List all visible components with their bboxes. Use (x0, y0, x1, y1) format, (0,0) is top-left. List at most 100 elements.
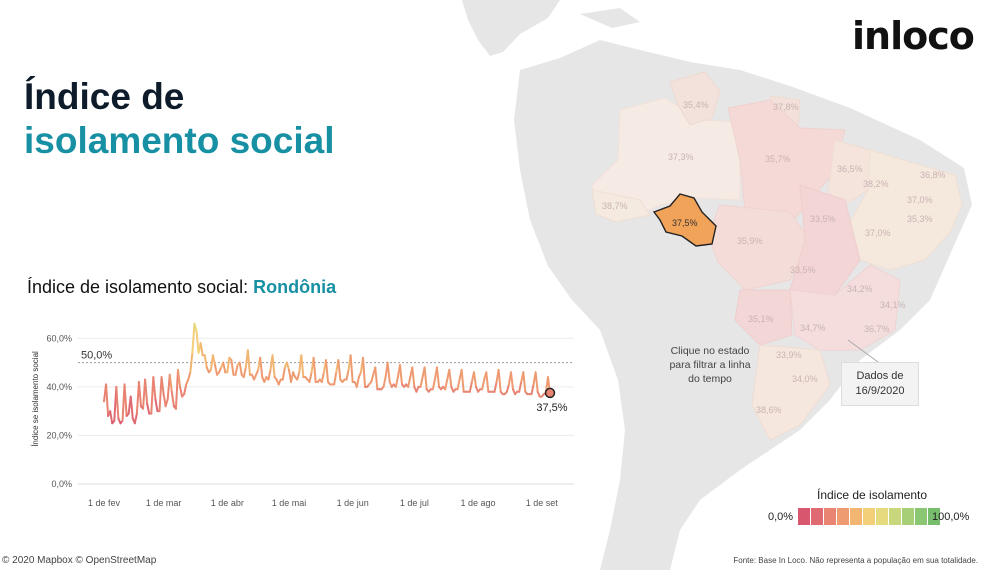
legend-swatch (863, 508, 875, 525)
isolation-line-chart[interactable]: 0,0% 20,0% 40,0% 60,0% Índice se isolamento … (26, 306, 596, 526)
legend-swatch (915, 508, 927, 525)
page-title-line1: Índice de (24, 76, 185, 117)
series-segment (509, 371, 515, 391)
series-segment (226, 356, 231, 374)
source-note: Fonte: Base In Loco. Não representa a po… (733, 556, 978, 565)
map-state-label-MS: 35,1% (748, 314, 774, 324)
series-segment (320, 371, 325, 383)
series-segment (386, 361, 391, 383)
series-segment (472, 371, 478, 388)
series-segment (497, 368, 502, 393)
series-segment (411, 366, 416, 388)
series-segment (312, 356, 317, 383)
map-state-label-AC: 38,7% (602, 201, 628, 211)
series-segment (333, 371, 338, 386)
series-segment (460, 368, 465, 393)
date-box-line1: Dados de (856, 370, 904, 382)
inloco-logo: inloco (852, 14, 975, 58)
map-state-label-ES: 34,1% (880, 300, 906, 310)
state-southeast (789, 264, 901, 351)
series-segment (213, 364, 219, 376)
series-segment (281, 366, 286, 381)
map-state-label-RJ: 36,7% (864, 324, 890, 334)
map-state-label-MA: 36,5% (837, 164, 863, 174)
series-segment (361, 356, 367, 388)
series-segment (238, 361, 243, 376)
series-segment (115, 385, 120, 420)
map-state-labels: 35,4% 37,8% 37,3% 35,7% 36,5%38,2% 36,8% 37,0%… (602, 100, 946, 415)
x-tick-label: 1 de fev (88, 498, 121, 508)
reference-line-label: 50,0% (81, 350, 112, 362)
map-state-label-PR: 33,9% (776, 350, 802, 360)
series-segment (146, 402, 151, 415)
legend-max-label: 100,0% (932, 511, 970, 523)
last-point-label: 37,5% (536, 402, 567, 414)
series-segment (109, 410, 114, 425)
series-segment (191, 322, 196, 354)
series-segment (164, 398, 169, 408)
map-state-label-PB: 37,0% (907, 195, 933, 205)
map-hint-text: Clique no estado para filtrar a linha do… (669, 345, 751, 385)
series-segment (230, 359, 235, 376)
series-segment (468, 381, 473, 393)
series-segment (195, 330, 200, 354)
state-AC (591, 189, 651, 223)
series-segment (505, 383, 510, 393)
series-segment (193, 322, 198, 332)
series-segment (259, 356, 264, 379)
date-pointer-line (847, 339, 879, 363)
state-PA (727, 99, 846, 226)
series-segment (382, 376, 387, 388)
map-state-label-SP: 34,7% (800, 323, 826, 333)
series-segment (189, 351, 194, 374)
series-segment (123, 383, 128, 417)
date-box-line2: 16/9/2020 (855, 385, 905, 397)
x-tick-label: 1 de mai (272, 498, 307, 508)
series-segment (394, 376, 399, 388)
state-northeast (849, 149, 963, 271)
series-segment (152, 376, 157, 400)
series-segment (174, 368, 179, 410)
series-segment (105, 383, 110, 417)
map-state-label-BA: 37,0% (865, 228, 891, 238)
x-tick-label: 1 de ago (461, 498, 496, 508)
y-tick-label: 60,0% (46, 333, 72, 343)
series-segment (431, 378, 436, 391)
state-RO-selected[interactable] (652, 193, 717, 247)
map-state-label-PE: 35,3% (907, 214, 933, 224)
state-RR (669, 71, 721, 126)
data-date-box: Dados de 16/9/2020 (841, 362, 919, 406)
map-attribution[interactable]: © 2020 Mapbox © OpenStreetMap (2, 555, 157, 566)
series-segment (187, 371, 192, 381)
map-state-label-CE: 38,2% (863, 179, 889, 189)
series-segment (271, 354, 276, 379)
series-segment (522, 371, 527, 393)
series-segment (337, 359, 342, 381)
series-segment (133, 412, 138, 425)
series-segment (179, 385, 184, 398)
series-segment (137, 381, 142, 408)
map-state-label-RS: 38,6% (756, 405, 782, 415)
series-segment (534, 371, 539, 393)
land-caribbean (580, 8, 640, 28)
series-segment (493, 381, 498, 393)
series-segment (518, 381, 523, 393)
series-segment (398, 364, 404, 386)
map-state-label-PA: 35,7% (765, 154, 791, 164)
state-MS (734, 289, 793, 346)
legend-color-scale (798, 508, 941, 525)
legend-title: Índice de isolamento (817, 488, 928, 502)
legend-swatch (876, 508, 888, 525)
legend-swatch (902, 508, 914, 525)
series-segment (242, 366, 247, 379)
map-state-label-MT: 35,9% (737, 236, 763, 246)
legend-swatch (837, 508, 849, 525)
series-segment (485, 371, 490, 393)
series-segment (160, 376, 165, 396)
chart-title-state: Rondônia (253, 277, 337, 297)
series-segment (481, 378, 486, 391)
x-tick-label: 1 de jun (337, 498, 369, 508)
series-segment (222, 361, 227, 374)
series-segment (199, 342, 204, 357)
series-segment (158, 376, 163, 413)
